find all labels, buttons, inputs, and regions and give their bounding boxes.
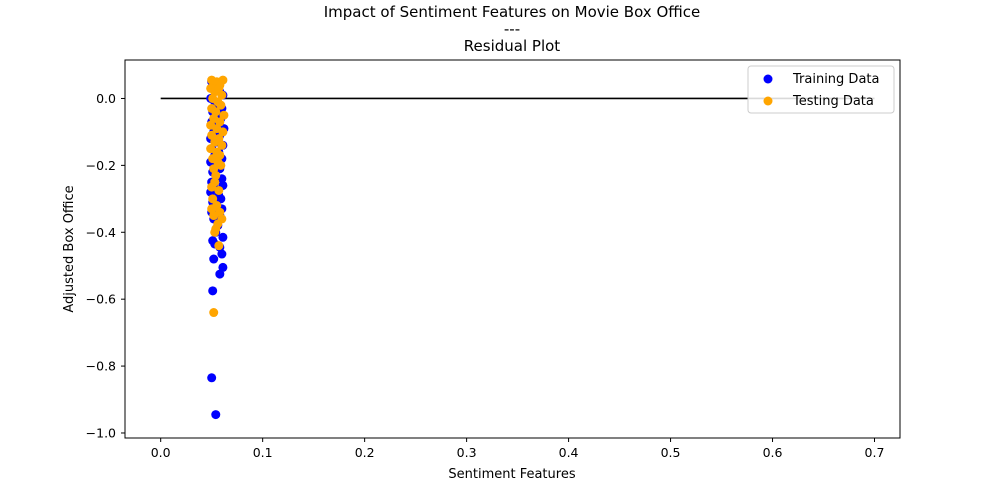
point-training-53: [211, 410, 221, 420]
legend-label-training: Training Data: [792, 72, 879, 87]
point-testing-31: [211, 170, 221, 180]
chart-title-line-3: Residual Plot: [464, 37, 561, 55]
x-tick-label-5: 0.5: [661, 445, 681, 460]
x-tick-label-4: 0.4: [559, 445, 579, 460]
y-tick-label-2: −0.4: [86, 225, 116, 240]
x-tick-label-7: 0.7: [865, 445, 885, 460]
point-testing-16: [215, 117, 225, 127]
point-training-49: [218, 262, 228, 272]
point-testing-7: [214, 83, 224, 93]
point-testing-29: [216, 160, 226, 170]
x-tick-label-0: 0.0: [151, 445, 171, 460]
x-axis-label: Sentiment Features: [448, 467, 575, 482]
point-training-48: [209, 254, 219, 264]
point-testing-8: [217, 90, 227, 100]
point-testing-35: [208, 194, 218, 204]
chart-title-line-1: Impact of Sentiment Features on Movie Bo…: [324, 3, 701, 21]
point-training-51: [208, 286, 218, 296]
x-tick-label-6: 0.6: [763, 445, 783, 460]
point-training-50: [215, 269, 225, 279]
chart-title-line-2: ---: [504, 20, 520, 38]
point-testing-45: [209, 308, 219, 318]
point-testing-44: [214, 241, 224, 251]
point-testing-20: [207, 130, 217, 140]
legend-marker-training: [763, 74, 773, 84]
axes-frame: [124, 59, 901, 439]
plot-area: 0.0 0.1 0.2 0.3 0.4 0.5 0.6 0.7 0.0 −0.2 −0.4 −0.6 −…: [86, 59, 901, 460]
point-training-47: [217, 249, 227, 259]
y-tick-label-4: −0.8: [86, 359, 116, 374]
point-testing-11: [216, 100, 226, 110]
legend: Training Data Testing Data: [747, 65, 895, 114]
point-testing-39: [209, 211, 219, 221]
y-tick-label-5: −1.0: [86, 425, 116, 440]
legend-marker-testing: [763, 96, 773, 106]
point-training-52: [207, 373, 217, 383]
point-training-34: [216, 194, 226, 204]
point-testing-22: [210, 137, 220, 147]
x-tick-label-2: 0.2: [355, 445, 375, 460]
x-tick-label-1: 0.1: [253, 445, 273, 460]
x-tick-label-3: 0.3: [457, 445, 477, 460]
point-testing-19: [218, 127, 228, 137]
point-testing-4: [218, 75, 228, 85]
y-tick-label-3: −0.6: [86, 292, 116, 307]
y-axis-label: Adjusted Box Office: [62, 185, 77, 312]
legend-label-testing: Testing Data: [792, 94, 874, 109]
y-tick-label-1: −0.2: [86, 158, 116, 173]
y-tick-label-0: 0.0: [96, 91, 116, 106]
point-testing-33: [207, 182, 217, 192]
point-testing-23: [217, 140, 227, 150]
point-testing-34: [214, 185, 224, 195]
point-training-43: [218, 232, 228, 242]
point-testing-14: [219, 110, 229, 120]
point-testing-43: [210, 227, 220, 237]
legend-box: [747, 65, 895, 114]
